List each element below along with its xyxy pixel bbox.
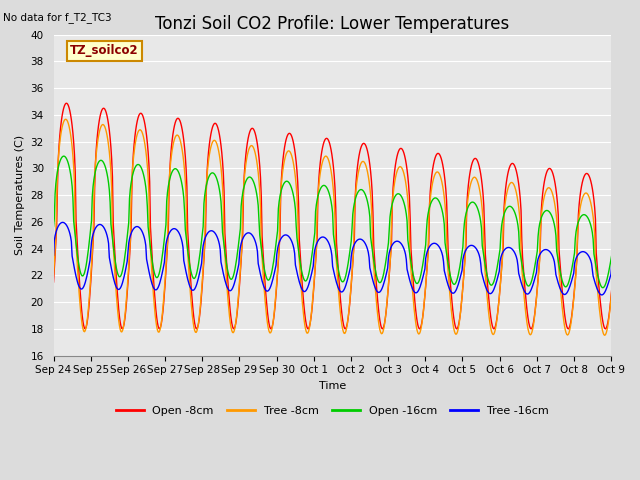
Open -16cm	[282, 179, 289, 185]
Title: Tonzi Soil CO2 Profile: Lower Temperatures: Tonzi Soil CO2 Profile: Lower Temperatur…	[155, 15, 509, 33]
Open -16cm	[50, 224, 58, 229]
Open -8cm	[50, 279, 58, 285]
Tree -16cm	[259, 281, 267, 287]
Open -16cm	[60, 153, 67, 159]
Open -16cm	[636, 286, 640, 291]
Tree -8cm	[447, 299, 454, 304]
Tree -16cm	[50, 252, 58, 258]
Tree -16cm	[447, 288, 454, 294]
Tree -8cm	[230, 330, 237, 336]
Open -8cm	[230, 326, 237, 332]
Tree -8cm	[120, 320, 128, 325]
Open -16cm	[230, 273, 237, 279]
Line: Tree -8cm: Tree -8cm	[54, 119, 640, 336]
Line: Tree -16cm: Tree -16cm	[54, 222, 640, 295]
X-axis label: Time: Time	[319, 381, 346, 391]
Tree -8cm	[259, 267, 267, 273]
Open -8cm	[259, 247, 267, 252]
Open -8cm	[282, 140, 289, 146]
Open -16cm	[447, 274, 454, 279]
Line: Open -16cm: Open -16cm	[54, 156, 640, 288]
Text: No data for f_T2_TC3: No data for f_T2_TC3	[3, 12, 112, 23]
Tree -16cm	[282, 232, 289, 238]
Legend: Open -8cm, Tree -8cm, Open -16cm, Tree -16cm: Open -8cm, Tree -8cm, Open -16cm, Tree -…	[111, 402, 553, 421]
Tree -16cm	[635, 292, 640, 298]
Line: Open -8cm: Open -8cm	[54, 103, 640, 329]
Tree -16cm	[230, 283, 237, 289]
Tree -16cm	[59, 219, 67, 225]
Open -8cm	[527, 326, 535, 332]
Open -8cm	[413, 318, 421, 324]
Tree -16cm	[413, 289, 421, 295]
Text: TZ_soilco2: TZ_soilco2	[70, 44, 139, 57]
Open -8cm	[120, 321, 128, 327]
Open -16cm	[413, 281, 421, 287]
Open -16cm	[120, 259, 128, 265]
Open -16cm	[259, 257, 267, 263]
Open -8cm	[447, 281, 454, 287]
Tree -8cm	[413, 328, 421, 334]
Tree -8cm	[62, 116, 70, 122]
Tree -8cm	[638, 333, 640, 338]
Open -8cm	[63, 100, 70, 106]
Tree -8cm	[282, 154, 289, 159]
Y-axis label: Soil Temperatures (C): Soil Temperatures (C)	[15, 135, 25, 255]
Tree -16cm	[120, 274, 128, 279]
Tree -8cm	[50, 273, 58, 279]
